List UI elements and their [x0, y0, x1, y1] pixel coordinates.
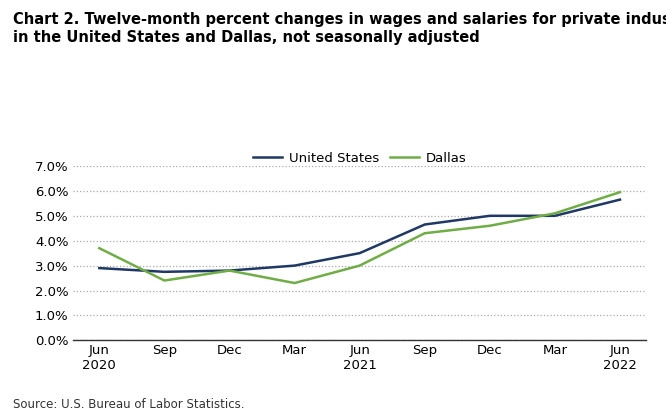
Dallas: [616, 190, 624, 195]
United States: [290, 263, 298, 268]
Line: Dallas: Dallas: [99, 192, 620, 283]
Dallas: [226, 268, 234, 273]
Dallas: [421, 231, 429, 236]
United States: [95, 266, 103, 271]
Legend: United States, Dallas: United States, Dallas: [248, 146, 472, 170]
Dallas: [95, 246, 103, 251]
United States: [356, 251, 364, 256]
United States: [616, 197, 624, 202]
United States: [421, 222, 429, 227]
Dallas: [551, 211, 559, 216]
United States: [226, 268, 234, 273]
United States: [486, 213, 494, 218]
Line: United States: United States: [99, 200, 620, 272]
Dallas: [486, 223, 494, 228]
United States: [551, 213, 559, 218]
Dallas: [290, 281, 298, 286]
Text: Source: U.S. Bureau of Labor Statistics.: Source: U.S. Bureau of Labor Statistics.: [13, 398, 245, 411]
Dallas: [356, 263, 364, 268]
United States: [161, 269, 168, 274]
Text: Chart 2. Twelve-month percent changes in wages and salaries for private industry: Chart 2. Twelve-month percent changes in…: [13, 12, 666, 45]
Dallas: [161, 278, 168, 283]
